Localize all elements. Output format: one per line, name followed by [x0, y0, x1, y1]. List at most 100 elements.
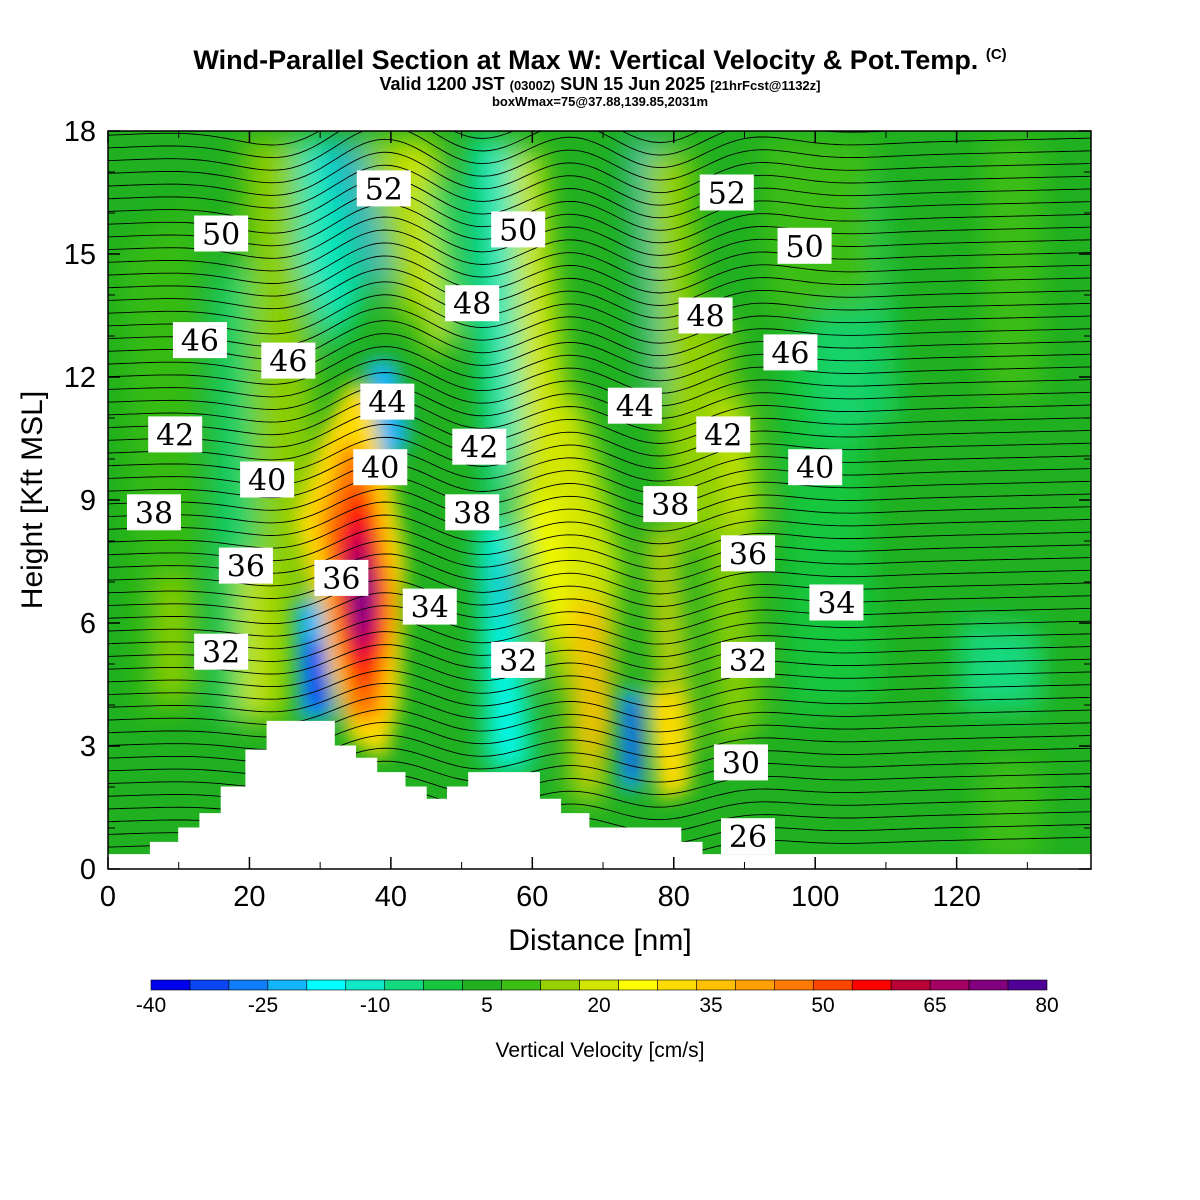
- isoline: [108, 631, 1091, 662]
- y-tick-label: 15: [64, 239, 96, 271]
- colorbar-swatch: [384, 979, 424, 991]
- x-axis-ticks: 0 20 40 60 80 100 120: [100, 131, 1028, 913]
- contour-label: 42: [148, 416, 203, 453]
- svg-text:40: 40: [361, 451, 399, 486]
- contour-label: 38: [445, 494, 500, 531]
- y-tick-label: 18: [64, 116, 96, 148]
- isoline: [108, 410, 1091, 448]
- svg-text:38: 38: [453, 496, 491, 531]
- colorbar-swatch: [618, 979, 658, 991]
- x-tick-label: 40: [375, 881, 407, 913]
- colorbar-label: Vertical Velocity [cm/s]: [496, 1039, 705, 1062]
- svg-text:50: 50: [499, 213, 537, 248]
- contour-label: 36: [218, 547, 273, 585]
- chart-title: Wind-Parallel Section at Max W: Vertical…: [193, 45, 1007, 75]
- colorbar-swatch: [189, 979, 230, 991]
- colorbar-swatch: [657, 979, 697, 991]
- x-tick-label: 60: [516, 881, 548, 913]
- isoline: [108, 164, 1091, 209]
- isoline: [108, 501, 1091, 536]
- svg-text:50: 50: [785, 230, 823, 265]
- isoline: [108, 131, 899, 159]
- contour-label: 26: [721, 818, 776, 855]
- isoline: [108, 190, 1091, 234]
- y-tick-label: 9: [80, 485, 96, 517]
- contour-label: 32: [491, 641, 546, 679]
- svg-text:34: 34: [817, 587, 855, 622]
- isoline: [108, 553, 1091, 587]
- colorbar: [150, 979, 1048, 991]
- svg-text:36: 36: [729, 537, 767, 572]
- svg-text:46: 46: [771, 336, 809, 371]
- colorbar-swatch: [228, 979, 269, 991]
- isoline: [108, 242, 1091, 284]
- contour-label: 36: [721, 535, 776, 572]
- colorbar-swatch: [540, 979, 580, 991]
- isoline: [108, 294, 1091, 335]
- contour-label: 40: [353, 449, 408, 486]
- isoline: [108, 397, 1091, 436]
- contour-label: 40: [788, 449, 843, 486]
- contour-label: 48: [678, 297, 733, 335]
- isoline: [108, 281, 1091, 322]
- svg-text:34: 34: [411, 591, 449, 626]
- contour-label: 30: [713, 744, 768, 781]
- colorbar-swatch: [267, 979, 308, 991]
- isoline: [108, 359, 1091, 398]
- colorbar-tick-label: 80: [1035, 994, 1058, 1017]
- isoline: [108, 177, 1091, 222]
- colorbar-swatch: [735, 979, 775, 991]
- isoline: [108, 229, 1091, 272]
- isoline: [108, 255, 1091, 297]
- isoline: [108, 131, 700, 146]
- colorbar-tick-label: 5: [481, 994, 493, 1017]
- colorbar-tick-label: 20: [587, 994, 610, 1017]
- x-tick-label: 20: [233, 881, 265, 913]
- colorbar-swatch: [150, 979, 191, 991]
- isoline: [108, 462, 1091, 499]
- y-tick-label: 3: [80, 731, 96, 763]
- svg-text:44: 44: [616, 390, 654, 425]
- contour-label: 48: [445, 285, 500, 322]
- colorbar-swatch: [774, 979, 814, 991]
- isoline: [108, 138, 1091, 184]
- contour-label: 50: [194, 215, 249, 253]
- colorbar-tick-label: 35: [699, 994, 722, 1017]
- colorbar-swatch: [890, 979, 931, 991]
- svg-text:32: 32: [499, 644, 537, 679]
- isoline: [108, 618, 1091, 650]
- colorbar-swatch: [929, 979, 970, 991]
- isoline: [108, 151, 1091, 196]
- colorbar-swatch: [501, 979, 541, 991]
- x-tick-label: 120: [932, 881, 980, 913]
- svg-text:42: 42: [156, 418, 194, 453]
- isoline: [108, 384, 1091, 423]
- contour-label: 34: [402, 588, 457, 626]
- isoline: [108, 488, 1091, 524]
- colorbar-swatch: [1007, 979, 1048, 991]
- contour-label: 38: [643, 486, 698, 523]
- svg-text:26: 26: [729, 820, 767, 855]
- y-tick-label: 0: [80, 854, 96, 886]
- chart-title-block: Wind-Parallel Section at Max W: Vertical…: [0, 40, 1200, 109]
- contour-label: 32: [721, 641, 776, 679]
- svg-text:50: 50: [202, 218, 240, 253]
- svg-text:40: 40: [796, 451, 834, 486]
- box-info: boxWmax=75@37.88,139.85,2031m: [491, 94, 709, 109]
- contour-label: 52: [356, 170, 411, 207]
- svg-text:36: 36: [322, 562, 360, 597]
- contour-label: 46: [172, 322, 227, 359]
- x-axis-label: Distance [nm]: [508, 924, 691, 957]
- x-tick-label: 80: [658, 881, 690, 913]
- contour-label: 50: [491, 211, 546, 248]
- colorbar-swatch: [812, 979, 853, 991]
- isoline: [108, 423, 1091, 461]
- isoline: [108, 657, 1091, 688]
- colorbar-swatch: [462, 979, 502, 991]
- isoline: [108, 566, 1091, 599]
- contour-label: 40: [240, 461, 295, 499]
- contour-label: 44: [360, 383, 415, 421]
- colorbar-tick-label: -10: [360, 994, 390, 1017]
